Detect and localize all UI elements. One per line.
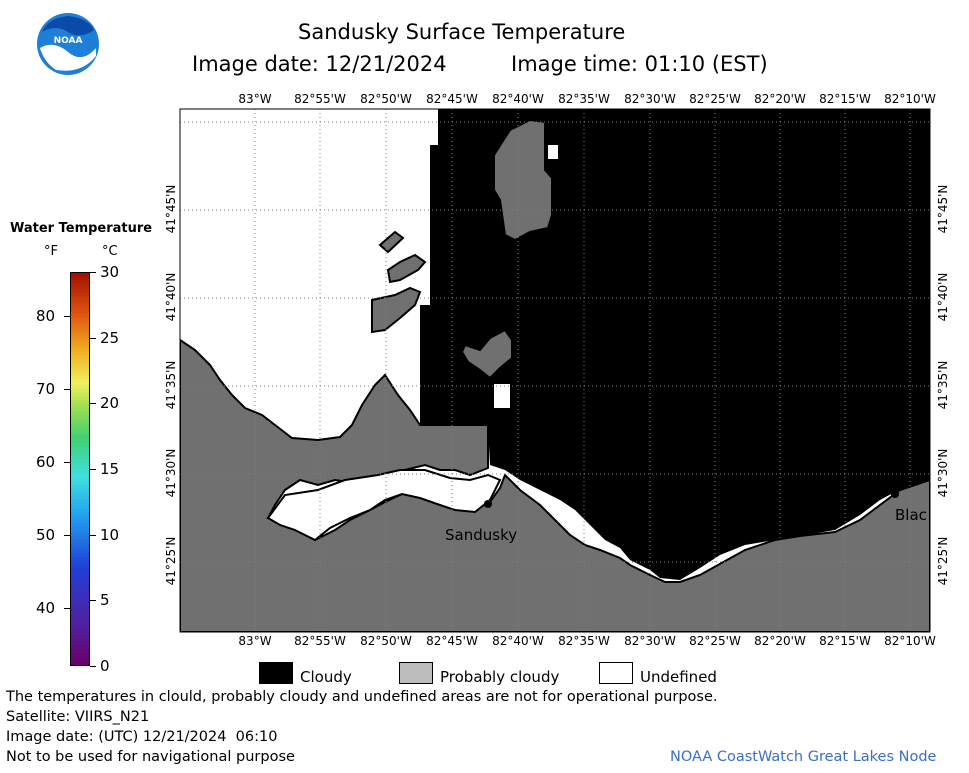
place-label-blac: Blac — [895, 506, 927, 524]
celsius-tick — [90, 534, 96, 536]
longitude-label: 82°35'W — [558, 634, 610, 648]
map-frame — [179, 108, 931, 633]
celsius-tick — [90, 403, 96, 405]
page-title: Sandusky Surface Temperature — [298, 20, 626, 44]
longitude-label: 82°55'W — [294, 634, 346, 648]
fahrenheit-tick-label: 80 — [36, 306, 56, 325]
place-label-sandusky: Sandusky — [445, 526, 518, 544]
celsius-tick — [90, 272, 96, 273]
celsius-tick — [90, 600, 96, 602]
latitude-label: 41°40'N — [936, 272, 950, 322]
probably-cloudy-patch — [460, 328, 513, 380]
longitude-label: 82°15'W — [819, 92, 871, 106]
color-bar — [70, 272, 90, 666]
celsius-tick-label: 20 — [100, 394, 120, 413]
sandusky-bay — [266, 469, 502, 542]
legend-unit-f: °F — [44, 244, 58, 259]
land-area — [180, 338, 930, 632]
latitude-label: 41°45'N — [936, 184, 950, 234]
longitude-label: 82°55'W — [294, 92, 346, 106]
celsius-tick-label: 0 — [100, 657, 110, 675]
longitude-label: 82°25'W — [689, 634, 741, 648]
longitude-label: 82°40'W — [492, 92, 544, 106]
latitude-label: 41°35'N — [936, 360, 950, 410]
celsius-tick — [90, 469, 96, 470]
key-cloudy-swatch — [259, 662, 293, 684]
latitude-label: 41°35'N — [164, 360, 178, 410]
noaa-logo: NOAA — [36, 12, 100, 76]
map-grid — [180, 109, 930, 632]
latitude-label: 41°25'N — [164, 536, 178, 586]
noaa-logo-icon: NOAA — [37, 13, 99, 75]
place-marker — [891, 490, 899, 498]
disclaimer-text: The temperatures in clould, probably clo… — [6, 689, 718, 705]
probably-cloudy-patch — [386, 253, 427, 284]
longitude-label: 82°45'W — [426, 634, 478, 648]
longitude-label: 82°40'W — [492, 634, 544, 648]
longitude-label: 82°25'W — [689, 92, 741, 106]
logo-text: NOAA — [54, 36, 83, 46]
longitude-label: 82°30'W — [624, 634, 676, 648]
celsius-tick-label: 10 — [100, 525, 120, 544]
longitude-label: 82°50'W — [360, 92, 412, 106]
satellite-text: Satellite: VIIRS_N21 — [6, 709, 150, 725]
celsius-tick-label: 25 — [100, 328, 120, 347]
latitude-label: 41°30'N — [936, 448, 950, 498]
fahrenheit-tick — [64, 461, 70, 463]
fahrenheit-tick-label: 60 — [36, 452, 56, 471]
key-cloudy-label: Cloudy — [300, 668, 352, 686]
utc-date-text: Image date: (UTC) 12/21/2024 06:10 — [6, 729, 278, 745]
longitude-label: 82°45'W — [426, 92, 478, 106]
longitude-label: 82°35'W — [558, 92, 610, 106]
probably-cloudy-patch — [371, 286, 422, 334]
fahrenheit-tick — [64, 315, 70, 317]
fahrenheit-tick-label: 50 — [36, 525, 56, 544]
legend-unit-c: °C — [102, 244, 118, 259]
fahrenheit-tick-label: 40 — [36, 598, 56, 617]
longitude-label: 82°50'W — [360, 634, 412, 648]
longitude-label: 82°10'W — [884, 92, 936, 106]
undefined-patch — [494, 384, 510, 408]
celsius-tick-label: 15 — [100, 460, 120, 478]
image-date: Image date: 12/21/2024 — [192, 52, 447, 76]
sandusky-marker — [484, 500, 492, 508]
latitude-label: 41°40'N — [164, 272, 178, 322]
image-time: Image time: 01:10 (EST) — [511, 52, 768, 76]
probably-cloudy-patch — [378, 230, 405, 254]
undefined-patch — [500, 472, 620, 558]
legend-title: Water Temperature — [10, 221, 153, 236]
nav-warning-text: Not to be used for navigational purpose — [6, 749, 295, 765]
celsius-tick — [90, 337, 96, 339]
latitude-label: 41°25'N — [936, 536, 950, 586]
key-undefined-swatch — [599, 662, 633, 684]
longitude-label: 82°20'W — [754, 634, 806, 648]
longitude-label: 82°15'W — [819, 634, 871, 648]
fahrenheit-tick — [64, 388, 70, 390]
latitude-label: 41°30'N — [164, 448, 178, 498]
latitude-label: 41°45'N — [164, 184, 178, 234]
fahrenheit-tick — [64, 607, 70, 609]
celsius-tick — [90, 666, 96, 667]
longitude-label: 82°30'W — [624, 92, 676, 106]
fahrenheit-tick-label: 70 — [36, 379, 56, 398]
longitude-label: 83°W — [238, 92, 272, 106]
key-probably-cloudy-label: Probably cloudy — [440, 668, 560, 686]
credit-text: NOAA CoastWatch Great Lakes Node — [670, 749, 937, 765]
undefined-patch — [548, 145, 558, 159]
longitude-label: 82°20'W — [754, 92, 806, 106]
fahrenheit-tick — [64, 534, 70, 536]
celsius-tick-label: 30 — [100, 263, 120, 281]
key-undefined-label: Undefined — [640, 668, 717, 686]
celsius-tick-label: 5 — [100, 591, 110, 610]
longitude-label: 82°10'W — [884, 634, 936, 648]
key-probably-cloudy-swatch — [399, 662, 433, 684]
longitude-label: 83°W — [238, 634, 272, 648]
